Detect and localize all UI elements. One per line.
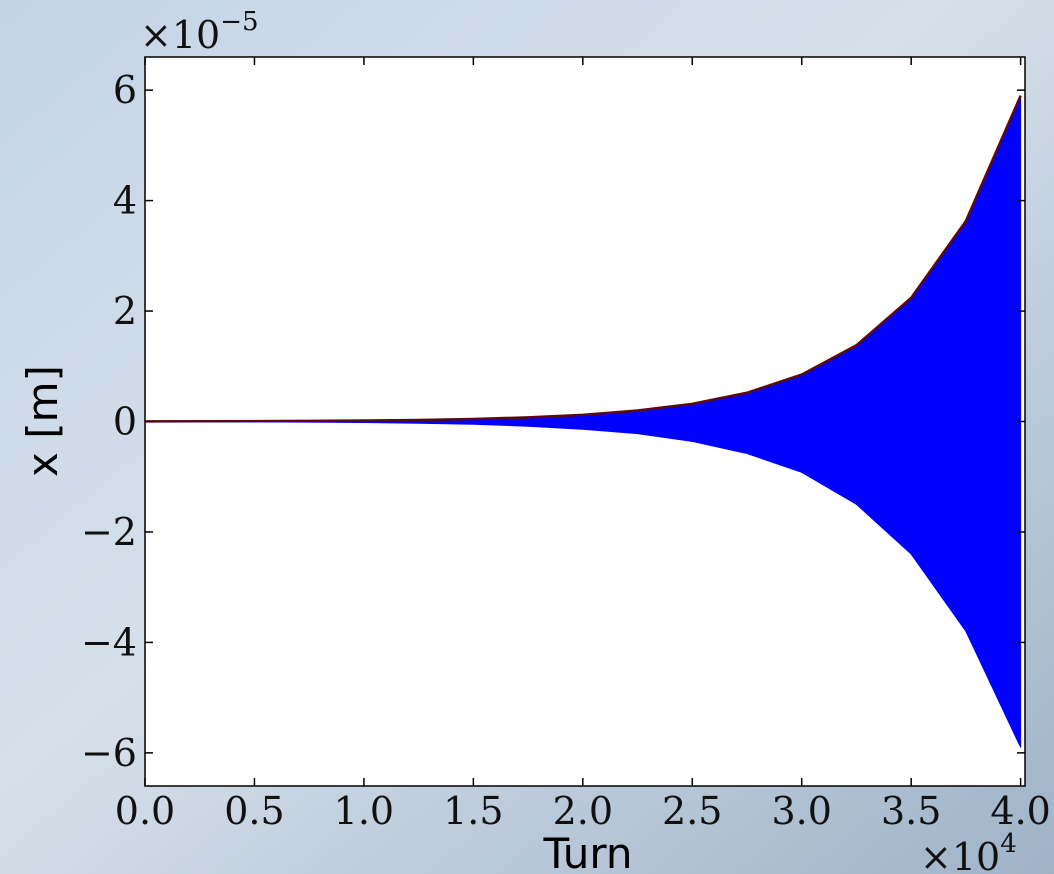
- y-tick-label: −4: [81, 620, 137, 664]
- y-tick-label: 2: [113, 289, 137, 333]
- y-axis-label: x [m]: [18, 365, 67, 477]
- y-offset-base: ×10: [140, 13, 220, 57]
- x-offset-text: ×104: [920, 829, 1017, 874]
- x-axis-label: Turn: [542, 829, 632, 874]
- y-tick-label: 0: [113, 400, 137, 444]
- y-tick-label: 4: [113, 179, 137, 223]
- y-tick-label: −6: [81, 731, 137, 775]
- y-tick-label: 6: [113, 68, 137, 112]
- y-offset-text: ×10−5: [140, 7, 259, 57]
- y-tick-label: −2: [81, 510, 137, 554]
- x-offset-exponent: 4: [1000, 829, 1017, 859]
- x-tick-label: 3.0: [771, 789, 831, 833]
- x-tick-label: 3.5: [881, 789, 941, 833]
- envelope-area: [144, 421, 1022, 748]
- x-tick-label: 1.0: [334, 789, 394, 833]
- x-tick-label: 1.5: [443, 789, 503, 833]
- x-tick-label: 0.5: [224, 789, 284, 833]
- envelope-edge: [144, 95, 1022, 423]
- x-tick-label: 4.0: [990, 789, 1050, 833]
- x-tick-label: 2.0: [553, 789, 613, 833]
- x-tick-label: 2.5: [662, 789, 722, 833]
- x-tick-label: 0.0: [115, 789, 175, 833]
- y-offset-exponent: −5: [220, 7, 258, 37]
- x-offset-base: ×10: [920, 835, 1000, 874]
